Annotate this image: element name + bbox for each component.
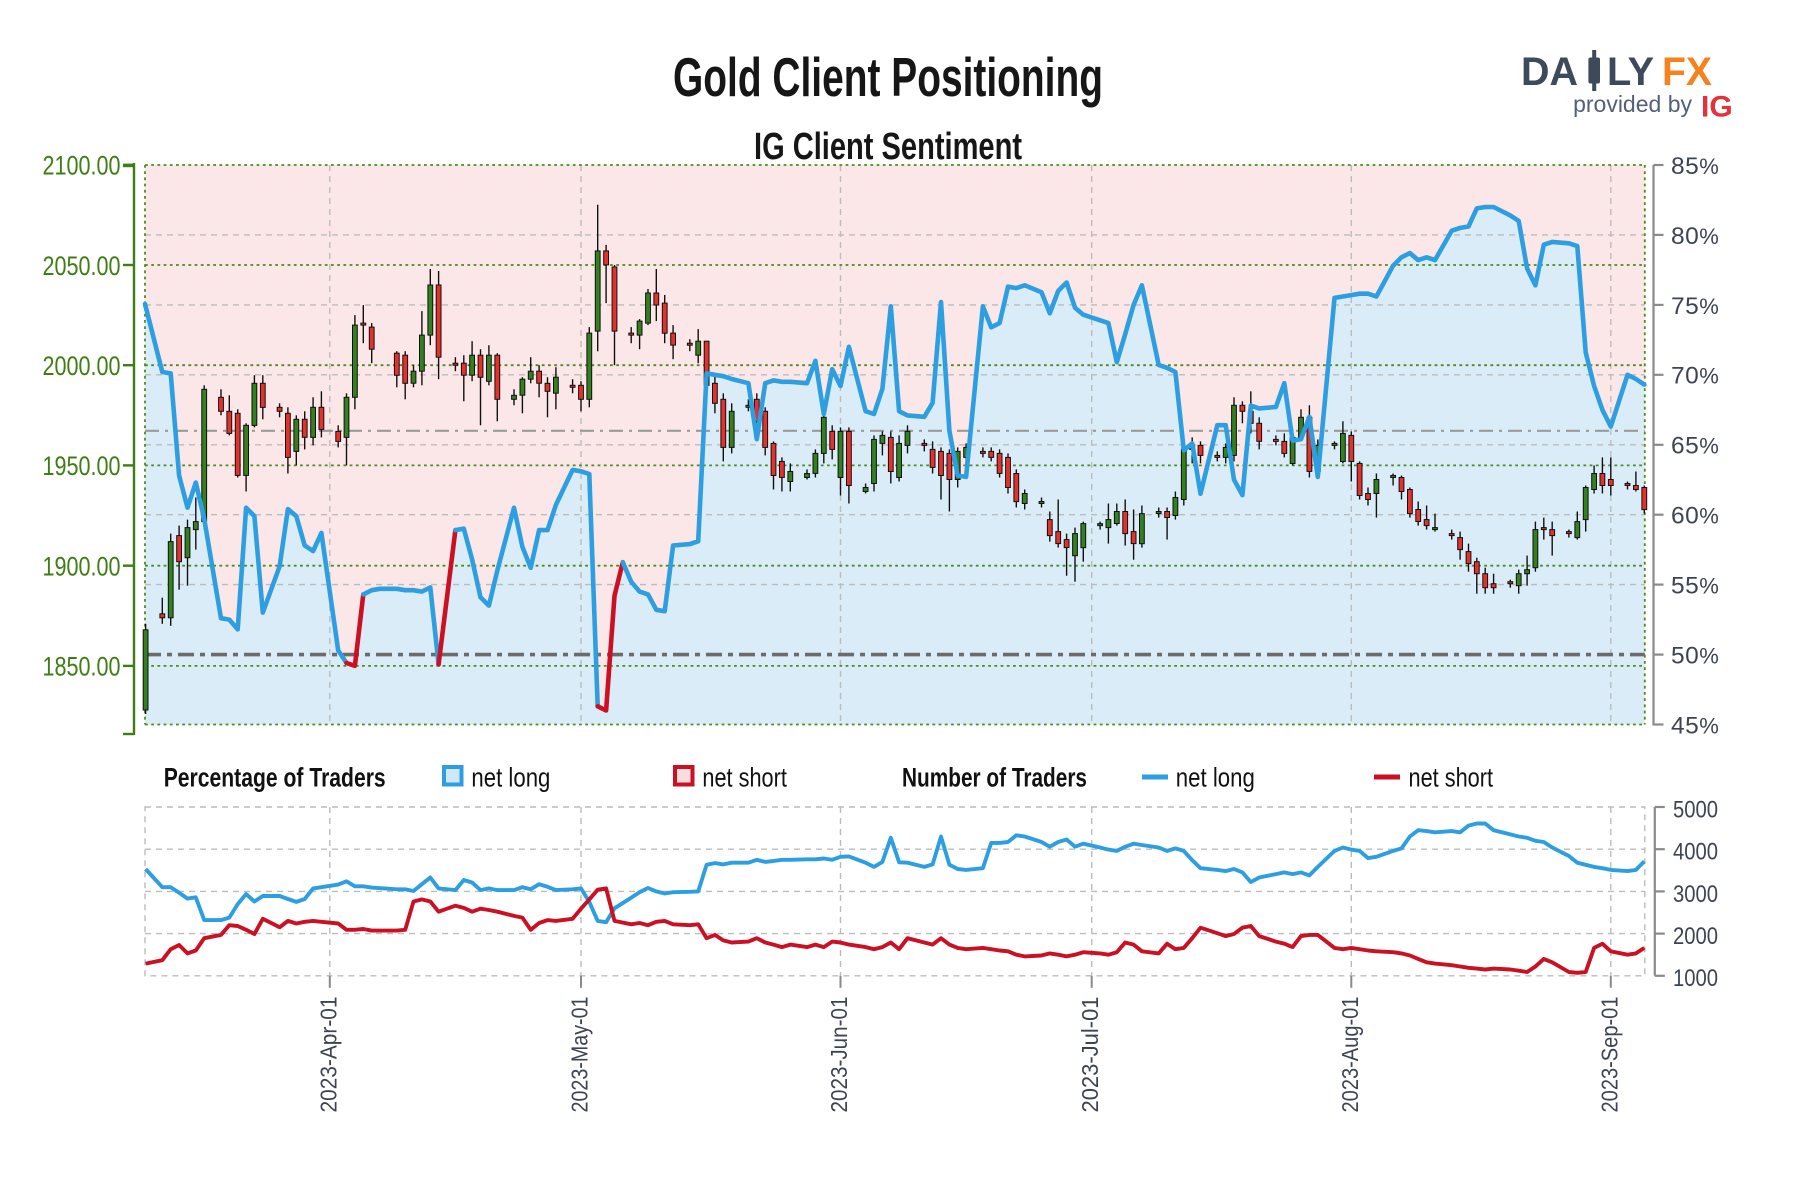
svg-text:Percentage of Traders: Percentage of Traders [164,763,386,793]
svg-text:1900.00: 1900.00 [43,552,121,582]
svg-text:2023-Aug-01: 2023-Aug-01 [1337,997,1363,1113]
svg-text:2100.00: 2100.00 [43,151,121,181]
svg-text:55%: 55% [1671,573,1719,600]
svg-text:60%: 60% [1671,503,1719,530]
svg-text:2050.00: 2050.00 [43,251,121,281]
svg-text:DA: DA [1521,50,1578,94]
svg-text:1950.00: 1950.00 [43,451,121,481]
svg-text:3000: 3000 [1673,881,1718,908]
svg-text:85%: 85% [1671,153,1719,180]
svg-text:provided by: provided by [1573,91,1692,117]
svg-text:2023-May-01: 2023-May-01 [567,997,593,1113]
svg-text:2023-Jul-01: 2023-Jul-01 [1077,997,1103,1113]
svg-text:IG: IG [1701,91,1733,124]
svg-text:2023-Jun-01: 2023-Jun-01 [826,997,852,1113]
svg-text:2023-Apr-01: 2023-Apr-01 [315,997,341,1113]
svg-text:4000: 4000 [1673,839,1718,866]
svg-text:net short: net short [702,763,787,793]
svg-text:5000: 5000 [1673,796,1718,823]
svg-text:Gold Client Positioning: Gold Client Positioning [673,46,1103,108]
svg-text:net long: net long [1176,763,1255,793]
svg-text:IG Client Sentiment: IG Client Sentiment [754,126,1022,168]
svg-text:Number of Traders: Number of Traders [902,763,1087,793]
svg-text:net long: net long [471,763,550,793]
svg-text:FX: FX [1662,50,1712,94]
svg-text:70%: 70% [1671,363,1719,390]
svg-text:1850.00: 1850.00 [43,652,121,682]
svg-text:45%: 45% [1671,712,1719,739]
svg-text:2000.00: 2000.00 [43,351,121,381]
svg-text:2000: 2000 [1673,923,1718,950]
svg-text:LY: LY [1607,50,1654,94]
svg-text:2023-Sep-01: 2023-Sep-01 [1596,997,1622,1113]
svg-text:net short: net short [1409,763,1494,793]
svg-text:65%: 65% [1671,433,1719,460]
svg-text:75%: 75% [1671,293,1719,320]
svg-text:1000: 1000 [1673,965,1718,992]
svg-text:50%: 50% [1671,643,1719,670]
svg-text:80%: 80% [1671,223,1719,250]
